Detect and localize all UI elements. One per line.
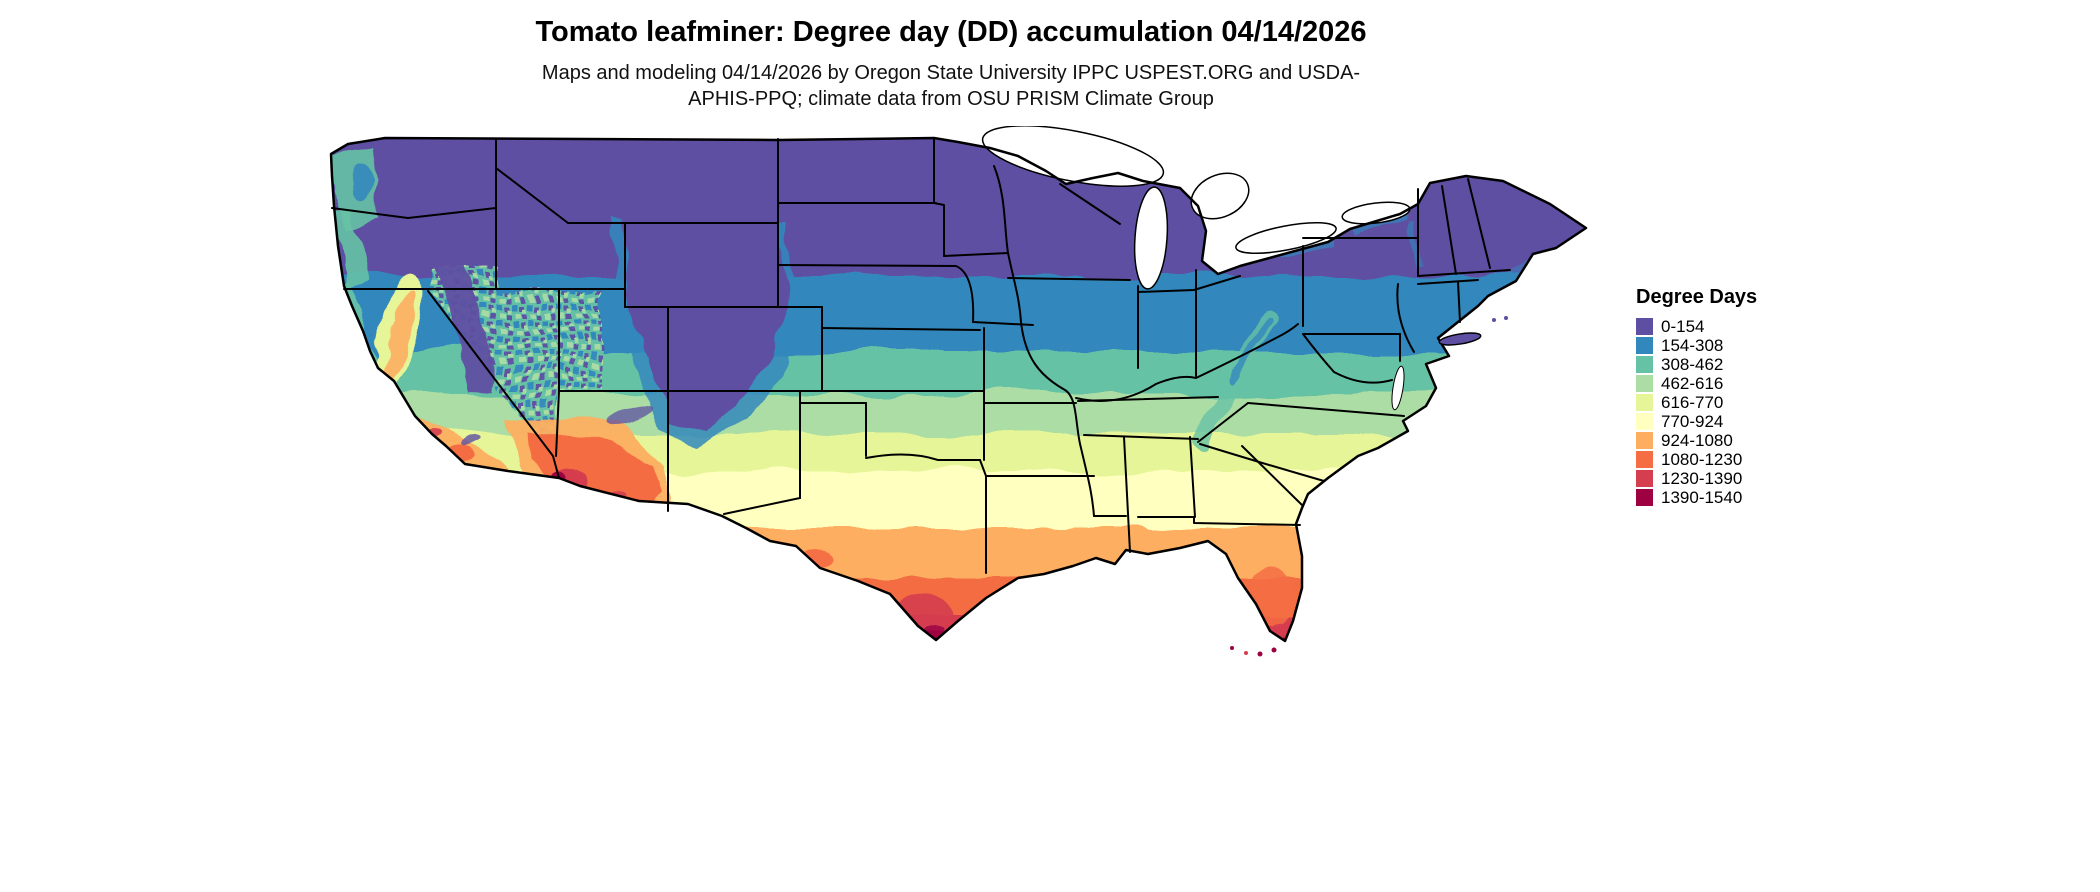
lake-michigan [1133,186,1169,290]
legend-label: 924-1080 [1661,430,1733,450]
figure-subtitle: Maps and modeling 04/14/2026 by Oregon S… [541,62,1361,110]
legend-label: 1230-1390 [1661,468,1743,488]
legend-swatch [1636,337,1653,354]
chesapeake-bay [1391,365,1405,411]
lake-superior [981,126,1165,187]
legend-row: 770-924 [1636,412,1757,431]
legend-rows: 0-154 154-308 308-462 462-616 616-770 770-924… [1636,317,1757,507]
legend-label: 0-154 [1661,316,1705,336]
legend-row: 462-616 [1636,374,1757,393]
legend-swatch [1636,489,1653,506]
us-degree-day-map [329,126,1588,657]
legend: Degree Days 0-154 154-308 308-462 462-616 61… [1636,286,1757,507]
legend-title: Degree Days [1636,286,1758,308]
state-borders [331,138,1511,574]
legend-row: 0-154 [1636,317,1757,336]
legend-swatch [1636,394,1653,411]
legend-row: 1390-1540 [1636,488,1757,507]
legend-row: 616-770 [1636,393,1757,412]
lake-huron [1190,172,1250,220]
legend-swatch [1636,318,1653,335]
legend-row: 308-462 [1636,355,1757,374]
long-island [1438,332,1482,346]
legend-label: 154-308 [1661,335,1724,355]
legend-swatch [1636,375,1653,392]
figure-title: Tomato leafminer: Degree day (DD) accumu… [535,16,1367,48]
legend-label: 462-616 [1661,373,1724,393]
lake-erie [1235,221,1337,255]
legend-label: 616-770 [1661,392,1724,412]
us-map [318,126,1594,674]
legend-swatch [1636,470,1653,487]
legend-swatch [1636,356,1653,373]
legend-label: 770-924 [1661,411,1724,431]
florida-keys [1271,647,1277,653]
great-lakes [981,126,1411,411]
legend-swatch [1636,432,1653,449]
legend-row: 1080-1230 [1636,450,1757,469]
legend-row: 1230-1390 [1636,469,1757,488]
legend-swatch [1636,451,1653,468]
legend-label: 308-462 [1661,354,1724,374]
coastal-islands [1230,316,1508,657]
legend-swatch [1636,413,1653,430]
legend-label: 1390-1540 [1661,487,1743,507]
legend-row: 154-308 [1636,336,1757,355]
legend-label: 1080-1230 [1661,449,1743,469]
legend-row: 924-1080 [1636,431,1757,450]
